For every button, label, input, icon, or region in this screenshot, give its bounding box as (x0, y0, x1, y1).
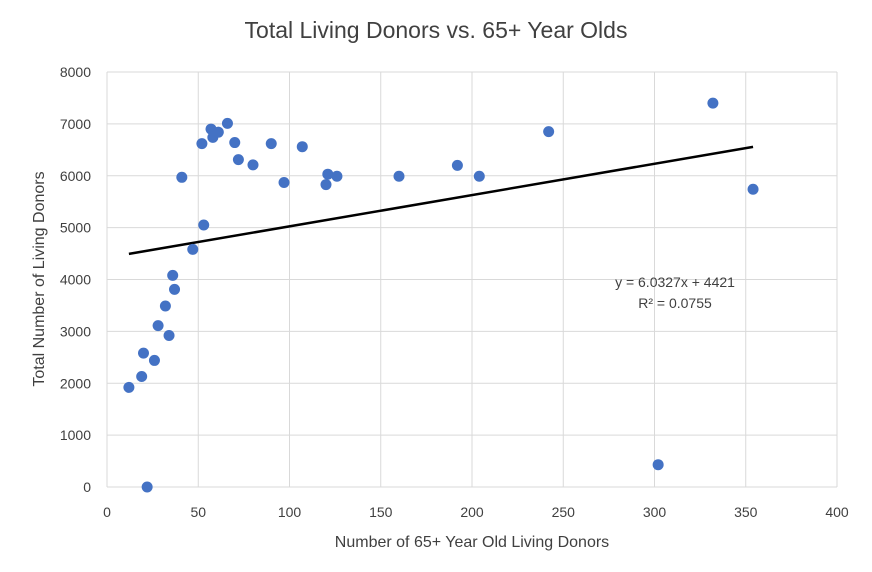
x-axis-title: Number of 65+ Year Old Living Donors (335, 534, 609, 551)
x-tick-label: 400 (825, 504, 849, 520)
data-points (123, 97, 759, 493)
data-point (247, 159, 259, 171)
trendline-group (128, 145, 754, 256)
data-point (265, 138, 277, 150)
data-point (152, 320, 164, 332)
trendline-equation: y = 6.0327x + 4421 (615, 274, 735, 290)
y-tick-label: 3000 (60, 323, 91, 339)
x-tick-label: 300 (643, 504, 667, 520)
data-point (198, 219, 210, 231)
data-point (176, 171, 188, 183)
data-point (232, 154, 244, 166)
y-axis-title: Total Number of Living Donors (31, 171, 48, 386)
y-tick-label: 8000 (60, 64, 91, 80)
data-point (707, 97, 719, 109)
data-point (196, 138, 208, 150)
r-squared-label: R² = 0.0755 (638, 295, 712, 311)
data-point (167, 269, 179, 281)
data-point (123, 381, 135, 393)
data-point (320, 179, 332, 191)
y-tick-label: 1000 (60, 427, 91, 443)
data-point (159, 300, 171, 312)
data-point (229, 137, 241, 149)
data-point (212, 126, 224, 138)
data-point (331, 170, 343, 182)
y-tick-label: 0 (83, 479, 91, 495)
x-tick-label: 250 (552, 504, 576, 520)
data-point (543, 126, 555, 138)
data-point (187, 243, 199, 255)
data-point (747, 183, 759, 195)
x-tick-label: 0 (103, 504, 111, 520)
data-point (278, 176, 290, 188)
data-point (148, 354, 160, 366)
data-point (141, 481, 153, 493)
data-point (322, 168, 334, 180)
data-point (163, 330, 175, 342)
data-point (451, 159, 463, 171)
data-point (169, 283, 181, 295)
data-point (393, 170, 405, 182)
y-tick-label: 6000 (60, 168, 91, 184)
y-tick-label: 4000 (60, 272, 91, 288)
x-tick-label: 100 (278, 504, 302, 520)
linear-trendline (128, 145, 754, 256)
y-tick-labels: 0 1000 2000 3000 4000 5000 6000 7000 8000 (60, 64, 91, 495)
x-tick-label: 50 (190, 504, 206, 520)
x-tick-label: 350 (734, 504, 758, 520)
y-tick-label: 5000 (60, 220, 91, 236)
x-tick-label: 150 (369, 504, 393, 520)
x-tick-label: 200 (460, 504, 484, 520)
data-point (473, 170, 485, 182)
data-point (136, 371, 148, 383)
chart-title: Total Living Donors vs. 65+ Year Olds (245, 17, 628, 43)
data-point (138, 347, 149, 359)
y-tick-label: 2000 (60, 375, 91, 391)
y-tick-label: 7000 (60, 116, 91, 132)
x-tick-labels: 0 50 100 150 200 250 300 350 400 (103, 504, 849, 520)
data-point (221, 117, 233, 129)
data-point (652, 459, 664, 471)
data-point (296, 141, 308, 153)
